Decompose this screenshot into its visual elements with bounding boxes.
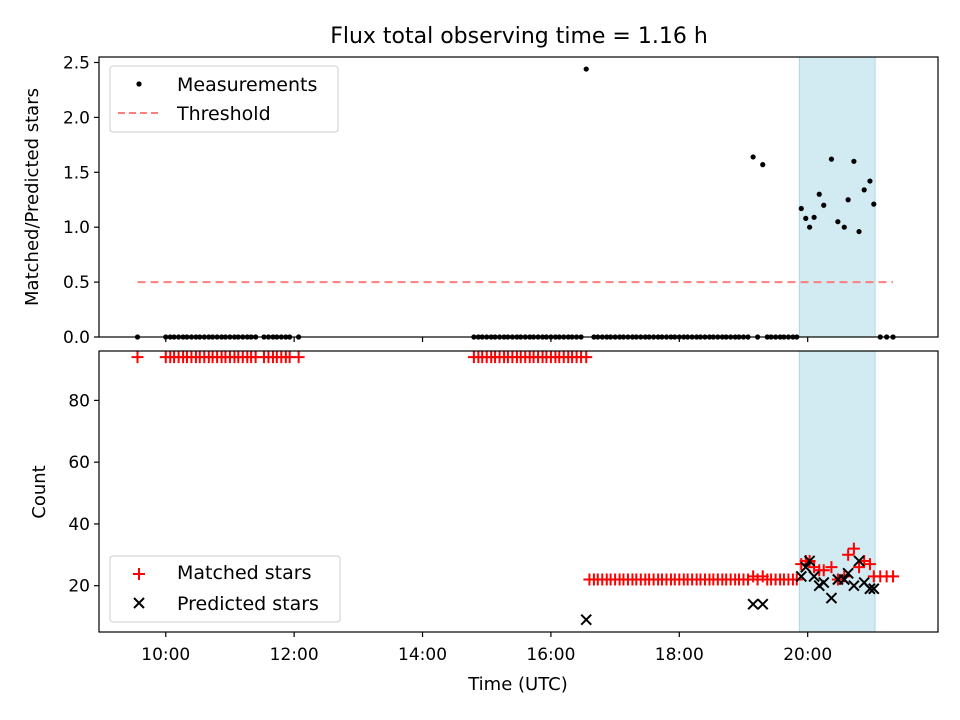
- matched-star-point: [863, 558, 876, 571]
- top-y-tick-label: 0.5: [63, 273, 90, 293]
- matched-star-point: [853, 561, 866, 574]
- measurement-point: [583, 66, 589, 72]
- measurement-point: [760, 162, 766, 168]
- legend-marker-predicted: [133, 597, 145, 609]
- top-y-tick-label: 1.5: [63, 163, 90, 183]
- matched-star-point: [887, 570, 900, 583]
- measurement-point: [856, 228, 862, 235]
- shaded-span: [798, 56, 876, 338]
- x-axis-label: Time (UTC): [467, 674, 568, 695]
- top-y-axis: 0.0 0.5 1.0 1.5 2.0 2.5: [63, 53, 99, 348]
- bottom-x-tick-label: 12:00: [270, 645, 319, 665]
- legend-marker-matched: [133, 568, 145, 580]
- bottom-axes-frame: [98, 350, 939, 633]
- top-x-ticks: [165, 337, 809, 342]
- top-legend-box: [109, 65, 339, 133]
- predicted-star-point: [838, 573, 850, 586]
- measurement-point: [851, 158, 857, 164]
- legend-label-measurements: Measurements: [177, 74, 317, 96]
- measurement-point: [807, 224, 813, 230]
- matched-star-point: [847, 542, 860, 555]
- bottom-x-tick-label: 14:00: [398, 645, 447, 665]
- predicted-star-point: [800, 561, 812, 573]
- predicted-star-point: [803, 555, 816, 567]
- bottom-y-tick-label: 60: [68, 453, 90, 473]
- count-points: [131, 351, 900, 626]
- top-legend: Measurements Threshold: [109, 65, 339, 133]
- matched-star-point: [842, 548, 855, 561]
- predicted-star-point: [864, 583, 876, 595]
- bottom-x-tick-label: 16:00: [526, 645, 575, 665]
- top-panel: 0.0 0.5 1.0 1.5 2.0 2.5 Matched/Predicted sta…: [22, 53, 939, 348]
- matched-star-point: [131, 351, 144, 364]
- matched-star-point: [292, 351, 305, 364]
- bottom-x-tick-label: 20:00: [783, 645, 832, 665]
- top-y-tick-label: 2.0: [63, 108, 90, 128]
- legend-label-matched: Matched stars: [177, 562, 311, 584]
- measurement-point: [750, 154, 756, 160]
- predicted-star-point: [747, 598, 759, 610]
- legend-label-predicted: Predicted stars: [177, 593, 319, 615]
- top-y-tick-label: 2.5: [63, 53, 90, 73]
- predicted-star-point: [757, 598, 769, 610]
- chart-title: Flux total observing time = 1.16 h: [330, 24, 708, 49]
- predicted-star-point: [818, 576, 830, 589]
- predicted-star-point: [842, 567, 854, 580]
- bottom-x-tick-label: 18:00: [655, 645, 704, 665]
- top-y-tick-label: 0.0: [63, 328, 90, 348]
- legend-marker-measurements: [136, 81, 142, 87]
- bottom-x-axis: 10:00 12:00 14:00 16:00 18:00 20:00: [141, 632, 832, 665]
- bottom-y-tick-label: 40: [68, 515, 90, 535]
- top-y-axis-label: Matched/Predicted stars: [22, 88, 43, 306]
- measurement-point: [871, 201, 877, 207]
- predicted-star-point: [580, 613, 592, 626]
- matched-star-point: [825, 561, 838, 574]
- predicted-star-point: [795, 570, 807, 583]
- measurement-point: [803, 215, 809, 222]
- measurement-point: [835, 219, 841, 225]
- measurement-point: [867, 178, 873, 184]
- measurement-point: [798, 205, 804, 212]
- measurement-point: [821, 202, 827, 208]
- bottom-y-tick-label: 20: [68, 577, 90, 597]
- predicted-star-point: [868, 583, 880, 595]
- bottom-y-axis-label: Count: [29, 465, 50, 518]
- bottom-y-tick-label: 80: [68, 391, 90, 411]
- measurement-point: [816, 191, 822, 197]
- top-axes-frame: [98, 56, 939, 338]
- matched-star-point: [817, 564, 830, 577]
- measurement-point: [845, 197, 851, 203]
- legend-label-threshold: Threshold: [176, 103, 271, 125]
- measurement-point: [828, 156, 835, 162]
- measurement-point: [811, 214, 817, 220]
- measurement-point: [861, 187, 867, 193]
- bottom-legend-box: [109, 555, 341, 623]
- bottom-y-axis: 20 40 60 80: [68, 391, 99, 597]
- measurement-point: [841, 224, 847, 230]
- bottom-legend: Matched stars Predicted stars: [109, 555, 341, 623]
- shaded-span: [798, 350, 876, 633]
- predicted-star-point: [853, 555, 865, 567]
- bottom-x-tick-label: 10:00: [141, 645, 190, 665]
- predicted-star-point: [848, 579, 860, 592]
- top-y-tick-label: 1.0: [63, 218, 90, 238]
- predicted-star-point: [825, 592, 838, 604]
- matched-star-point: [580, 351, 593, 364]
- predicted-star-point: [808, 570, 820, 583]
